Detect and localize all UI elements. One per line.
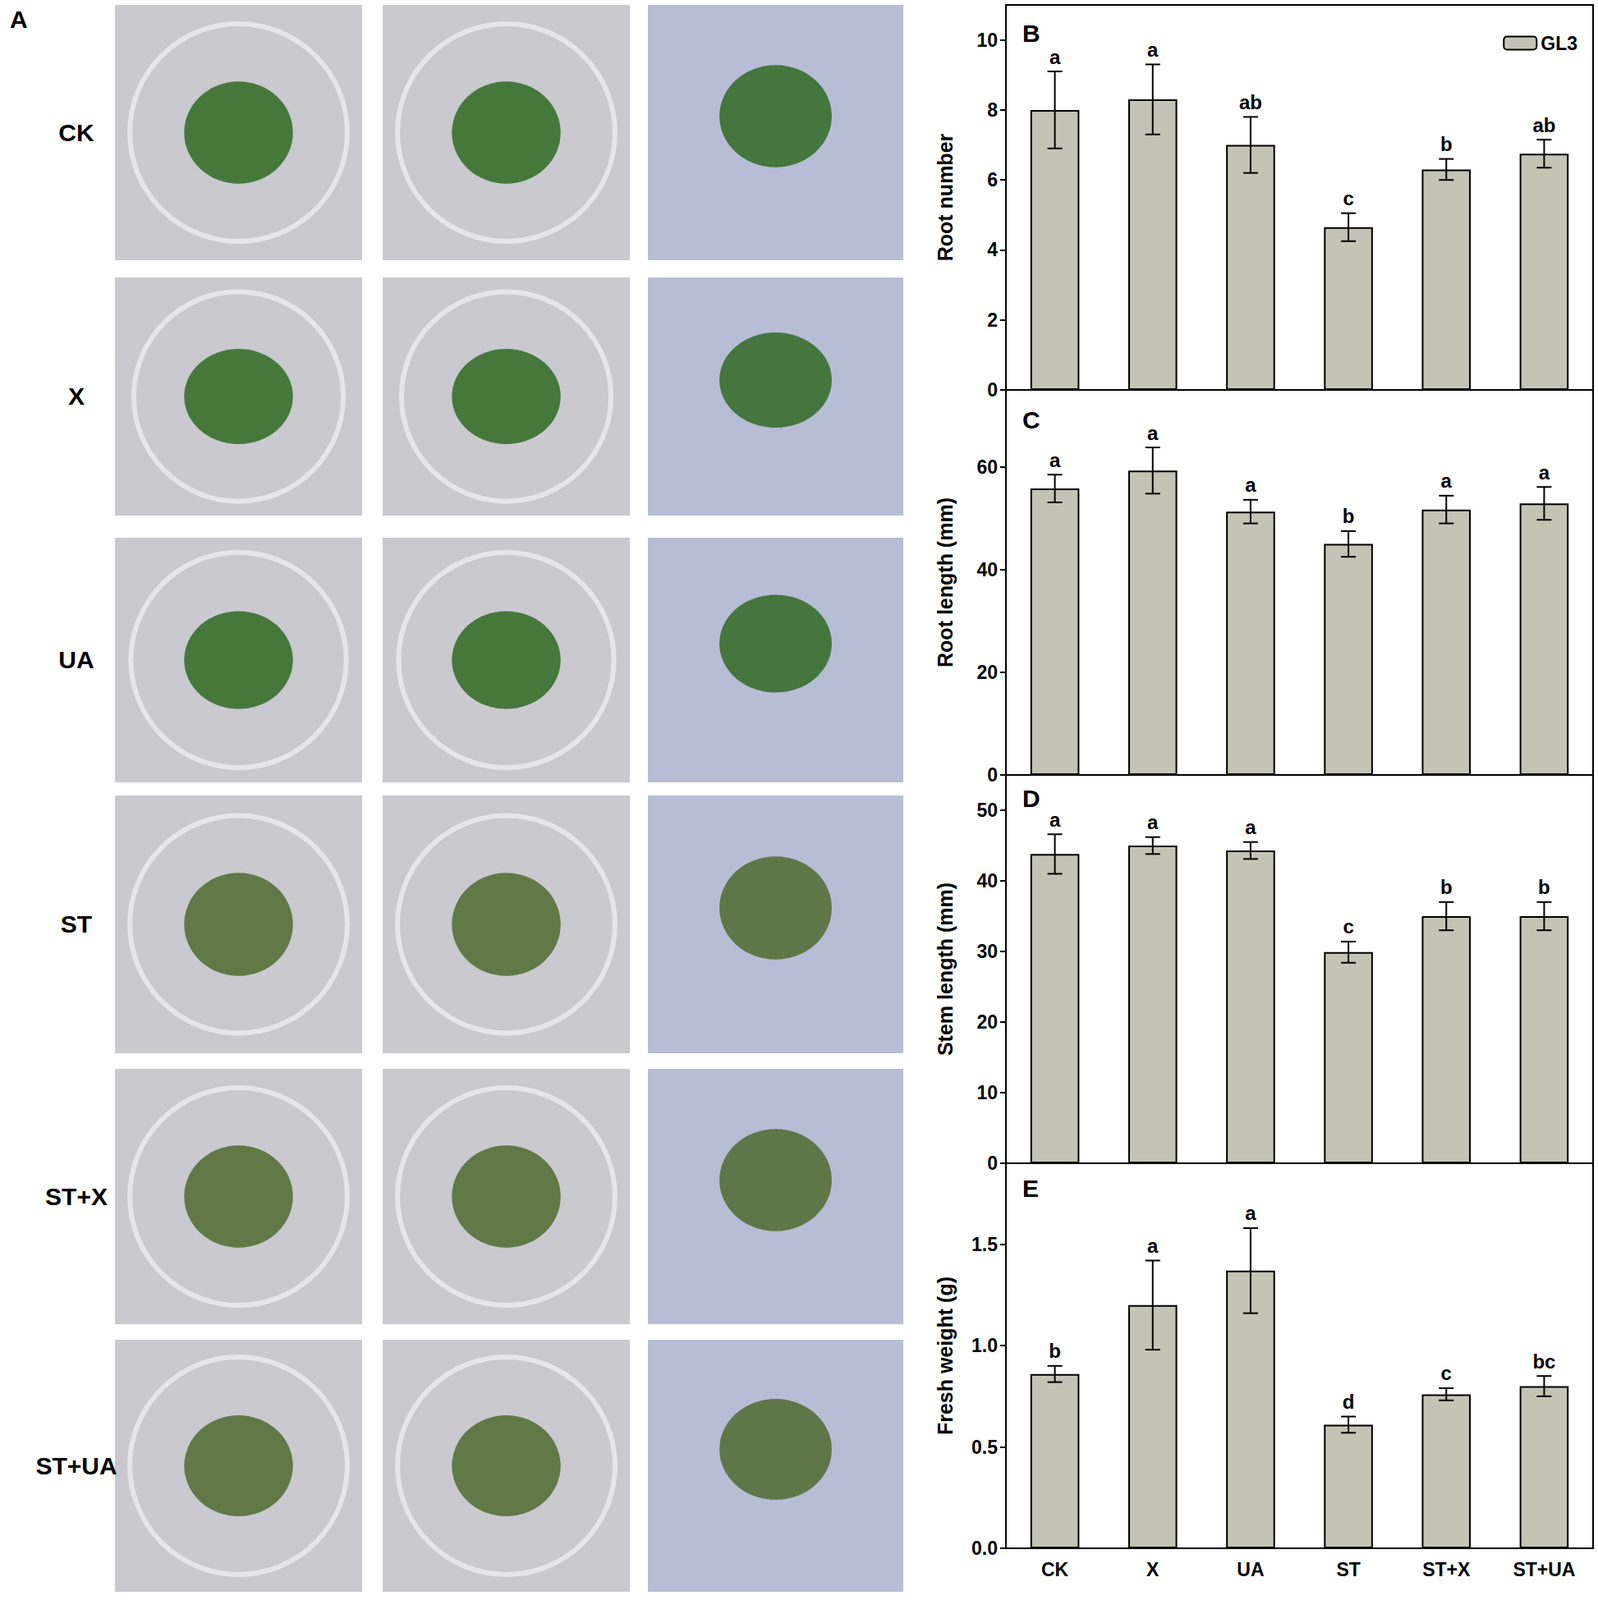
svg-text:ST+X: ST+X — [1422, 1559, 1471, 1581]
svg-text:ab: ab — [1532, 114, 1556, 137]
svg-text:ST: ST — [60, 910, 92, 938]
svg-text:c: c — [1342, 915, 1354, 938]
svg-text:20: 20 — [976, 1011, 998, 1034]
svg-text:4: 4 — [987, 238, 998, 261]
svg-text:a: a — [1244, 1202, 1257, 1225]
svg-text:b: b — [1342, 505, 1355, 528]
svg-text:a: a — [1049, 45, 1061, 69]
svg-text:a: a — [1538, 461, 1551, 484]
svg-text:0: 0 — [987, 1152, 998, 1175]
svg-text:ab: ab — [1239, 91, 1263, 114]
svg-text:ST+X: ST+X — [45, 1183, 108, 1211]
svg-text:40: 40 — [976, 559, 998, 581]
svg-text:GL3: GL3 — [1540, 32, 1578, 55]
svg-text:ST: ST — [1336, 1559, 1360, 1581]
svg-text:UA: UA — [58, 646, 94, 674]
svg-text:a: a — [1147, 38, 1159, 61]
svg-text:8: 8 — [987, 99, 998, 121]
svg-text:Fresh weight (g): Fresh weight (g) — [933, 1276, 957, 1436]
svg-text:10: 10 — [976, 29, 998, 51]
svg-text:2: 2 — [987, 309, 998, 331]
svg-text:a: a — [1244, 816, 1257, 839]
svg-text:D: D — [1022, 785, 1041, 813]
svg-text:b: b — [1440, 133, 1453, 156]
svg-text:ST+UA: ST+UA — [1512, 1559, 1576, 1581]
svg-text:0.5: 0.5 — [971, 1437, 998, 1459]
svg-text:c: c — [1441, 1362, 1452, 1385]
svg-text:20: 20 — [976, 661, 998, 684]
svg-text:a: a — [1049, 808, 1061, 832]
svg-text:0: 0 — [987, 764, 998, 786]
svg-text:b: b — [1538, 876, 1551, 899]
svg-text:ST+UA: ST+UA — [35, 1452, 117, 1480]
svg-text:0: 0 — [987, 379, 998, 401]
svg-text:0.0: 0.0 — [971, 1538, 998, 1560]
svg-text:CK: CK — [1041, 1559, 1070, 1581]
svg-text:50: 50 — [976, 799, 998, 822]
svg-text:X: X — [68, 382, 85, 410]
svg-text:a: a — [1147, 1235, 1159, 1258]
svg-text:a: a — [1049, 449, 1061, 472]
svg-text:Root number: Root number — [933, 133, 957, 262]
svg-text:d: d — [1342, 1391, 1355, 1414]
svg-text:A: A — [9, 5, 28, 33]
svg-text:b: b — [1048, 1340, 1061, 1363]
svg-text:CK: CK — [58, 119, 95, 147]
svg-text:6: 6 — [987, 169, 998, 191]
svg-text:bc: bc — [1532, 1350, 1556, 1373]
svg-text:B: B — [1022, 19, 1041, 47]
svg-text:E: E — [1022, 1175, 1039, 1203]
svg-text:60: 60 — [976, 456, 998, 478]
svg-text:C: C — [1022, 406, 1041, 434]
svg-text:UA: UA — [1236, 1559, 1264, 1581]
svg-text:a: a — [1147, 422, 1159, 445]
svg-text:40: 40 — [976, 870, 998, 892]
svg-text:a: a — [1441, 469, 1453, 492]
svg-text:Stem length (mm): Stem length (mm) — [933, 882, 957, 1057]
svg-text:1.5: 1.5 — [971, 1234, 998, 1256]
svg-text:1.0: 1.0 — [971, 1335, 998, 1357]
svg-text:a: a — [1147, 811, 1159, 834]
svg-text:a: a — [1244, 473, 1257, 496]
svg-text:c: c — [1342, 187, 1354, 210]
svg-text:Root length (mm): Root length (mm) — [933, 497, 957, 668]
svg-text:30: 30 — [976, 941, 998, 963]
svg-text:X: X — [1146, 1559, 1160, 1581]
svg-text:10: 10 — [976, 1082, 998, 1104]
svg-text:b: b — [1440, 876, 1453, 899]
